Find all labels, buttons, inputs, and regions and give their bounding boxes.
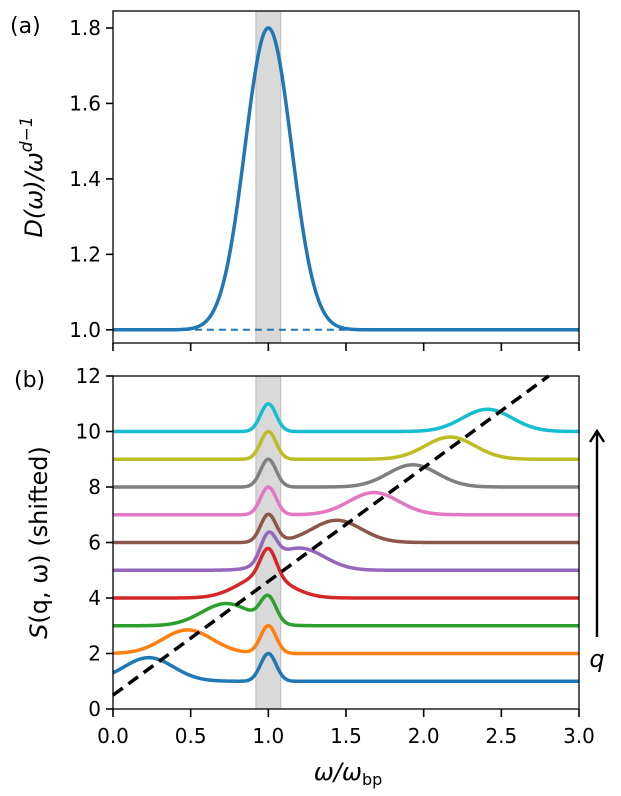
b-x-tick-label: 1.0 — [252, 724, 284, 748]
b-xlabel-main: ω/ω — [314, 758, 362, 786]
sqw-curve-2 — [112, 593, 580, 628]
a-y-axis-title: D(ω)/ωd−1 — [17, 116, 48, 237]
b-ticks: 0 2 4 6 8 10 12 0.0 0.5 1.0 1.5 2.0 2.5 3.0 — [76, 364, 595, 748]
b-x-tick-label: 2.5 — [485, 724, 517, 748]
dispersion-line — [111, 374, 550, 697]
b-y-tick-label: 8 — [88, 475, 101, 499]
b-x-tick-label: 3.0 — [563, 724, 595, 748]
q-arrow-label: q — [589, 645, 604, 673]
a-y-tick-label: 1.6 — [69, 91, 101, 115]
a-shaded-band — [255, 10, 282, 344]
a-lines — [112, 26, 580, 332]
b-x-axis-title: ω/ωbp — [314, 758, 383, 789]
b-lines — [112, 402, 580, 683]
a-y-tick-label: 1.8 — [69, 16, 101, 40]
sqw-curve-4 — [112, 530, 580, 572]
sqw-curve-1 — [112, 623, 580, 656]
b-y-tick-label: 10 — [76, 420, 101, 444]
sqw-curve-3 — [112, 546, 580, 600]
panel-b-label: (b) — [14, 368, 45, 393]
sqw-curve-6 — [112, 485, 580, 517]
sqw-curve-9 — [112, 402, 580, 434]
b-y-axis-title: S(q, ω) (shifted) — [25, 446, 53, 639]
b-y-tick-label: 0 — [88, 697, 101, 721]
a-dos-curve — [112, 26, 580, 332]
b-x-tick-label: 0.5 — [175, 724, 207, 748]
b-y-tick-label: 6 — [88, 531, 101, 555]
b-ylabel-func: S — [25, 624, 53, 639]
b-y-tick-label: 2 — [88, 642, 101, 666]
sqw-curve-0 — [112, 651, 580, 683]
a-ylabel-exponent: d−1 — [17, 116, 37, 152]
b-x-tick-label: 1.5 — [330, 724, 362, 748]
b-ylabel-args: (q, ω) — [25, 554, 53, 623]
b-x-tick-label: 2.0 — [408, 724, 440, 748]
panel-b: 0 2 4 6 8 10 12 0.0 0.5 1.0 1.5 2.0 2.5 3.0 (b) S(q, … — [14, 364, 606, 789]
b-xlabel-subscript: bp — [362, 770, 382, 789]
sqw-curve-8 — [112, 429, 580, 461]
a-ylabel-base: D(ω)/ω — [20, 152, 48, 238]
b-ylabel-suffix: (shifted) — [25, 446, 53, 554]
a-y-tick-label: 1.4 — [69, 167, 101, 191]
sqw-curve-5 — [112, 512, 580, 545]
a-ticks: 1.0 1.2 1.4 1.6 1.8 — [69, 16, 580, 351]
q-arrow-head — [588, 428, 606, 443]
panel-a-label: (a) — [10, 14, 41, 39]
b-x-tick-label: 0.0 — [97, 724, 129, 748]
sqw-curve-7 — [112, 457, 580, 489]
panel-a: 1.0 1.2 1.4 1.6 1.8 (a) D(ω)/ωd−1 — [10, 10, 580, 351]
b-y-tick-label: 12 — [76, 364, 101, 388]
a-y-tick-label: 1.2 — [69, 242, 101, 266]
b-y-tick-label: 4 — [88, 586, 101, 610]
a-y-tick-label: 1.0 — [69, 318, 101, 342]
a-axes-frame — [112, 10, 580, 344]
